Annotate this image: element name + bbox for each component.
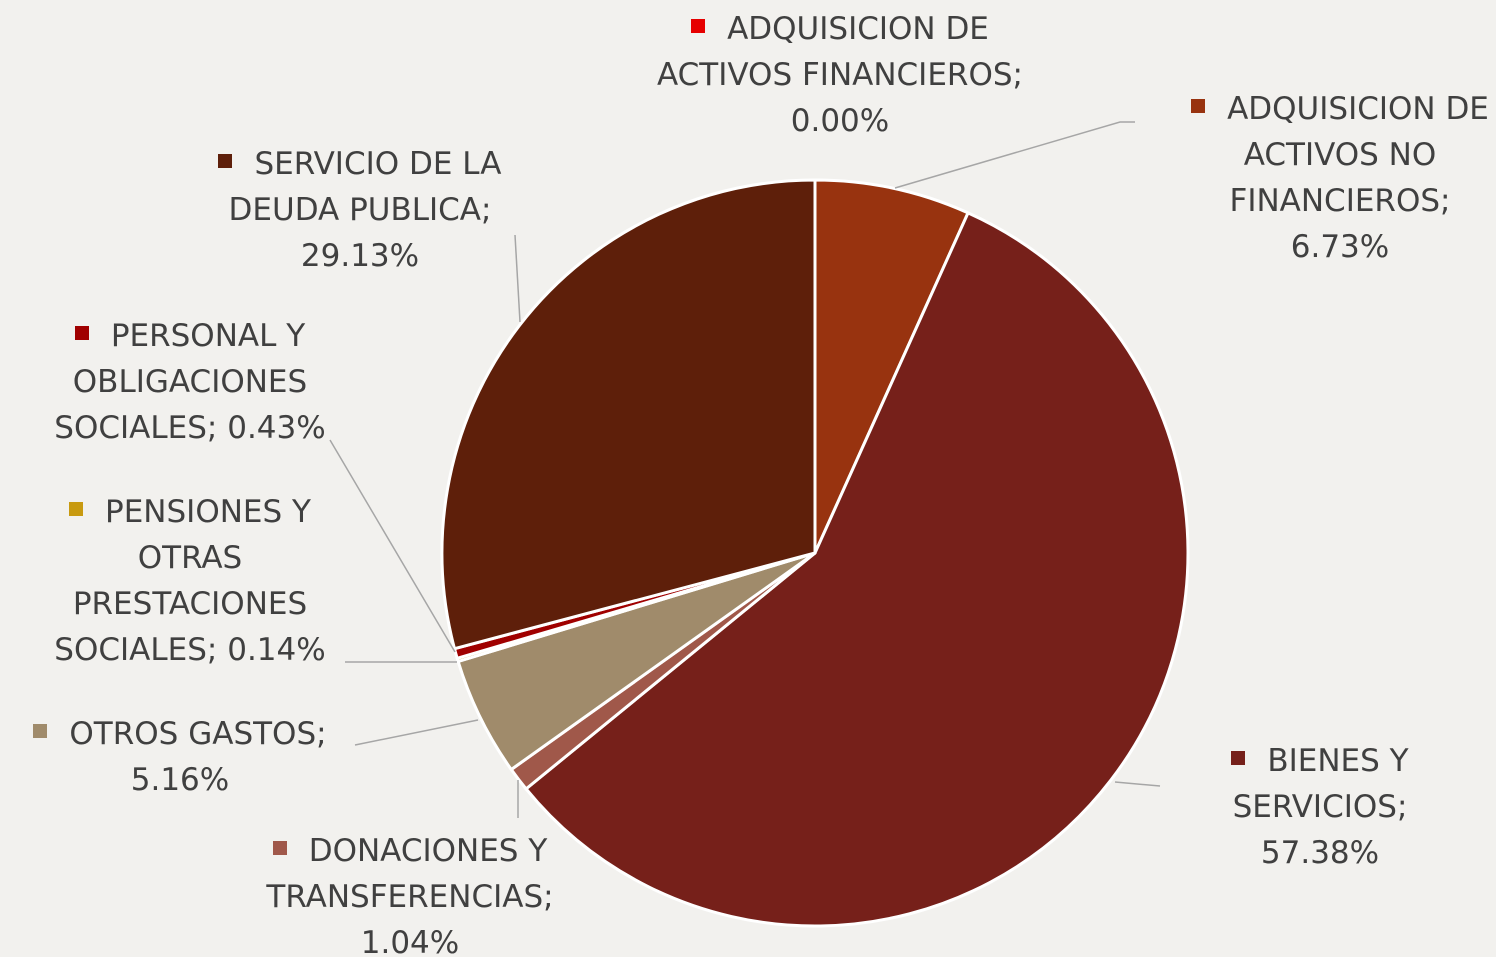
label-separator: ; xyxy=(316,716,327,752)
legend-marker xyxy=(1231,751,1246,765)
legend-marker xyxy=(218,154,233,168)
label-category: ADQUISICION DE ACTIVOS FINANCIEROS xyxy=(657,11,1013,93)
label-category: PENSIONES Y OTRAS PRESTACIONES SOCIALES xyxy=(54,494,311,668)
legend-marker xyxy=(69,502,84,516)
label-value: 6.73% xyxy=(1290,229,1390,265)
leader-line xyxy=(894,121,1135,189)
legend-marker xyxy=(74,326,89,340)
data-label: ADQUISICION DE ACTIVOS FINANCIEROS; 0.00… xyxy=(640,6,1040,144)
label-category: PERSONAL Y OBLIGACIONES SOCIALES xyxy=(54,318,308,446)
slice xyxy=(813,178,970,555)
leader-lines xyxy=(329,121,1161,818)
label-separator: ; xyxy=(206,632,218,668)
label-value: 1.04% xyxy=(360,925,460,957)
data-label: PENSIONES Y OTRAS PRESTACIONES SOCIALES;… xyxy=(20,489,360,673)
data-label: OTROS GASTOS; 5.16% xyxy=(10,711,350,803)
slices xyxy=(440,178,1190,928)
label-value: 0.14% xyxy=(227,632,326,668)
leader-line xyxy=(1114,781,1161,787)
data-label: BIENES Y SERVICIOS; 57.38% xyxy=(1170,738,1470,876)
label-value: 5.16% xyxy=(130,762,230,798)
label-separator: ; xyxy=(543,879,554,915)
legend-marker xyxy=(272,841,287,855)
label-value: 0.43% xyxy=(227,410,326,446)
label-separator: ; xyxy=(481,192,492,228)
leader-line xyxy=(354,719,479,746)
label-value: 29.13% xyxy=(300,238,420,274)
label-separator: ; xyxy=(1396,789,1408,825)
label-separator: ; xyxy=(1012,57,1023,93)
data-label: DONACIONES Y TRANSFERENCIAS; 1.04% xyxy=(230,828,590,957)
data-label: SERVICIO DE LA DEUDA PUBLICA; 29.13% xyxy=(180,141,540,279)
data-label: ADQUISICION DE ACTIVOS NO FINANCIEROS; 6… xyxy=(1180,86,1496,270)
leader-line xyxy=(329,439,456,653)
data-label: PERSONAL Y OBLIGACIONES SOCIALES; 0.43% xyxy=(20,313,360,451)
label-separator: ; xyxy=(206,410,218,446)
label-separator: ; xyxy=(1440,183,1451,219)
slice xyxy=(524,211,1190,928)
legend-marker xyxy=(1191,99,1206,113)
label-category: DONACIONES Y TRANSFERENCIAS xyxy=(266,833,548,915)
label-category: ADQUISICION DE ACTIVOS NO FINANCIEROS xyxy=(1227,91,1489,219)
slice xyxy=(440,178,817,651)
legend-marker xyxy=(691,19,706,33)
label-category: SERVICIO DE LA DEUDA PUBLICA xyxy=(228,146,502,228)
label-category: BIENES Y SERVICIOS xyxy=(1232,743,1409,825)
label-category: OTROS GASTOS xyxy=(69,716,317,752)
legend-marker xyxy=(33,724,48,738)
label-value: 0.00% xyxy=(790,103,890,139)
label-value: 57.38% xyxy=(1260,835,1380,871)
leader-line xyxy=(514,234,521,323)
